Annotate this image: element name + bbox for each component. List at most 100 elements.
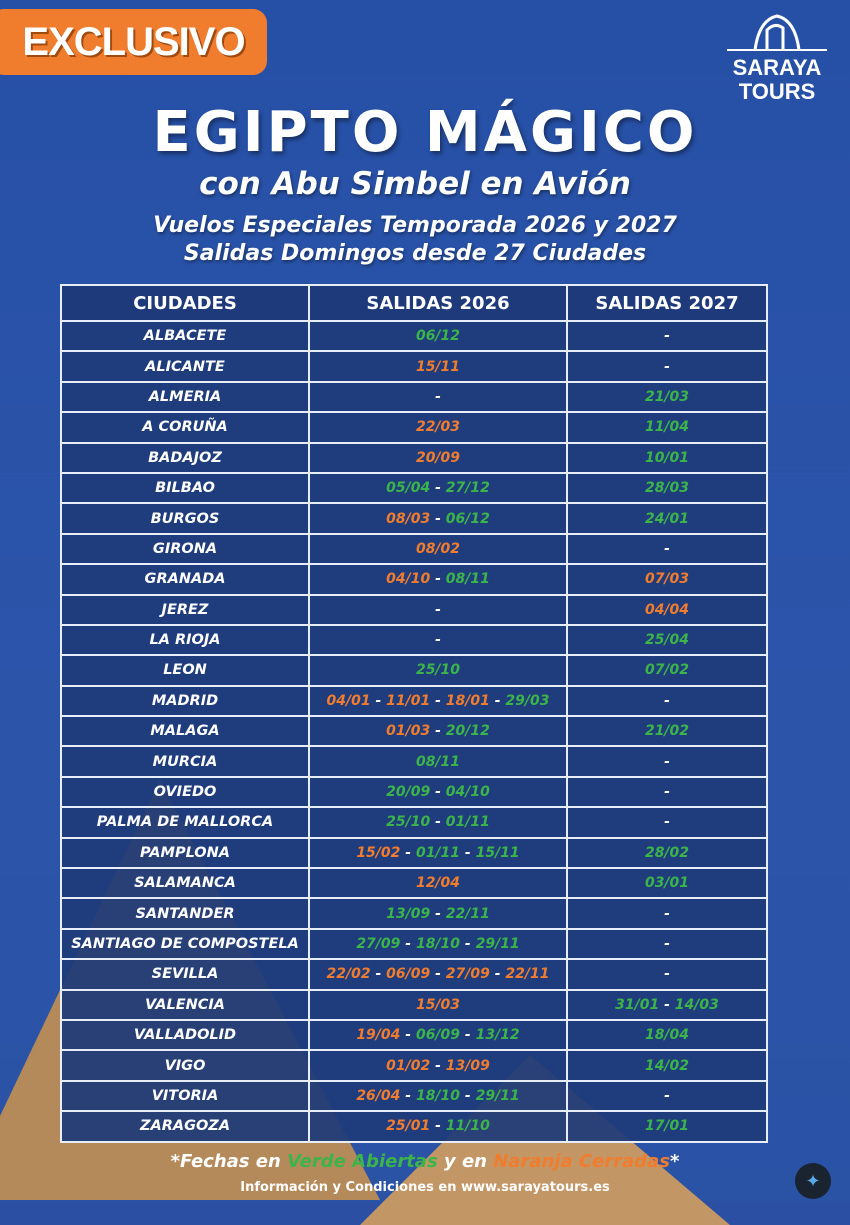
departure-date-open: 06/12: [445, 510, 490, 527]
departures-2027: 28/02: [566, 836, 768, 870]
departure-date-open: 06/09: [415, 1027, 461, 1044]
departure-date-closed: 25/01: [386, 1118, 431, 1135]
departure-date-open: 08/11: [445, 571, 490, 588]
departure-date-open: 14/03: [674, 996, 719, 1013]
date-separator: -: [460, 1087, 476, 1104]
departures-2026: 04/10 - 08/11: [308, 563, 568, 596]
table-row: LA RIOJA - 25/04: [60, 623, 768, 657]
departures-2027: -: [566, 319, 768, 353]
departures-2027: -: [566, 775, 768, 809]
city-name: MURCIA: [60, 745, 310, 778]
city-name: JEREZ: [60, 593, 310, 626]
date-separator: -: [430, 723, 446, 740]
date-separator: -: [430, 480, 446, 497]
date-separator: -: [370, 692, 387, 709]
departures-2026: 13/09 - 22/11: [308, 897, 568, 930]
table-row: MALAGA 01/03 - 20/12 21/02: [60, 715, 768, 748]
departure-date-closed: 18/01: [445, 692, 490, 709]
city-name: GRANADA: [60, 563, 310, 596]
table-row: BILBAO 05/04 - 27/12 28/03: [60, 471, 768, 505]
departure-date-open: 05/04: [386, 480, 431, 497]
legend-open: Verde Abiertas: [287, 1151, 438, 1172]
departures-2027: 24/01: [566, 502, 768, 535]
no-departure: -: [664, 814, 670, 831]
departure-date-open: 20/12: [445, 723, 490, 740]
table-row: GRANADA 04/10 - 08/11 07/03: [60, 563, 768, 596]
departure-date-open: 04/10: [445, 784, 490, 801]
no-departure: -: [664, 358, 670, 375]
city-name: GIRONA: [60, 532, 310, 566]
legend-note: *Fechas en Verde Abiertas y en Naranja C…: [0, 1151, 850, 1172]
departures-2027: 14/02: [566, 1049, 768, 1082]
departure-date-closed: 07/03: [644, 571, 690, 588]
city-name: SANTIAGO DE COMPOSTELA: [60, 927, 310, 961]
city-name: BURGOS: [60, 502, 310, 535]
departures-2026: 01/03 - 20/12: [308, 715, 568, 748]
departure-date-open: 08/11: [415, 753, 461, 770]
departures-2027: -: [566, 684, 768, 718]
departure-date-open: 15/11: [475, 844, 520, 861]
departures-2026: -: [308, 593, 568, 626]
city-name: VITORIA: [60, 1079, 310, 1113]
departure-date-open: 17/01: [644, 1118, 690, 1135]
no-departure: -: [664, 753, 670, 770]
page-title: EGIPTO MÁGICO: [152, 100, 698, 165]
date-separator: -: [430, 692, 446, 709]
no-departure: -: [664, 692, 670, 709]
departures-2027: 03/01: [566, 867, 768, 900]
departure-date-open: 21/02: [644, 723, 690, 740]
city-name: LEON: [60, 654, 310, 687]
table-row: OVIEDO 20/09 - 04/10-: [60, 775, 768, 809]
city-name: PAMPLONA: [60, 836, 310, 870]
departures-2026: 08/02: [308, 532, 568, 566]
departure-date-open: 27/12: [445, 480, 490, 497]
city-name: PALMA DE MALLORCA: [60, 806, 310, 839]
departures-2026: 19/04 - 06/09 - 13/12: [308, 1018, 568, 1052]
date-separator: -: [430, 966, 446, 983]
legend-closed: Naranja Cerradas: [493, 1151, 670, 1172]
departures-2026: 20/09 - 04/10: [308, 775, 568, 809]
departure-date-closed: 26/04: [356, 1087, 401, 1104]
logo-text-2: TOURS: [738, 79, 816, 104]
city-name: MALAGA: [60, 715, 310, 748]
departures-2027: -: [566, 806, 768, 839]
departure-date-closed: 15/02: [356, 844, 401, 861]
date-separator: -: [430, 1118, 446, 1135]
departures-2027: -: [566, 745, 768, 778]
departure-date-closed: 04/01: [326, 692, 371, 709]
table-row: ALBACETE 06/12 -: [60, 319, 768, 353]
departures-2026: 08/11: [308, 745, 568, 778]
departure-date-open: 29/11: [475, 936, 520, 952]
departures-2027: -: [566, 927, 768, 961]
departure-date-closed: 01/02: [386, 1057, 431, 1074]
departure-date-open: 18/04: [644, 1027, 690, 1044]
date-separator: -: [400, 1087, 416, 1104]
departure-date-open: 31/01: [615, 996, 660, 1013]
departures-2026: 04/01 - 11/01 - 18/01 - 29/03: [308, 684, 568, 718]
departure-date-closed: 04/04: [644, 601, 690, 618]
exclusive-badge: EXCLUSIVO: [0, 9, 267, 75]
departure-date-open: 14/02: [644, 1057, 690, 1074]
saraya-tours-logo[interactable]: SARAYA TOURS: [722, 12, 832, 104]
logo-text-1: SARAYA: [732, 55, 822, 80]
table-row: ALMERIA - 21/03: [60, 380, 768, 414]
departure-date-closed: 15/03: [415, 996, 461, 1013]
header-2027: SALIDAS 2027: [566, 284, 768, 322]
assistant-button[interactable]: ✦: [795, 1163, 831, 1199]
departures-2027: -: [566, 350, 768, 383]
table-row: VITORIA 26/04 - 18/10 - 29/11-: [60, 1079, 768, 1113]
legend-text: y en: [437, 1151, 494, 1172]
legend-text: *Fechas en: [170, 1151, 288, 1172]
header-2026: SALIDAS 2026: [308, 284, 568, 322]
departure-date-closed: 12/04: [415, 875, 461, 892]
departure-date-open: 01/11: [445, 814, 490, 831]
departures-2026: 22/03: [308, 411, 568, 444]
departures-2027: 21/03: [566, 380, 768, 414]
header-cities: CIUDADES: [60, 284, 310, 322]
departures-2027: -: [566, 1079, 768, 1113]
departure-date-open: 21/03: [644, 388, 690, 405]
departure-date-closed: 08/02: [415, 540, 461, 557]
city-name: A CORUÑA: [60, 411, 310, 444]
city-name: MADRID: [60, 684, 310, 718]
table-row: LEON 25/10 07/02: [60, 654, 768, 687]
